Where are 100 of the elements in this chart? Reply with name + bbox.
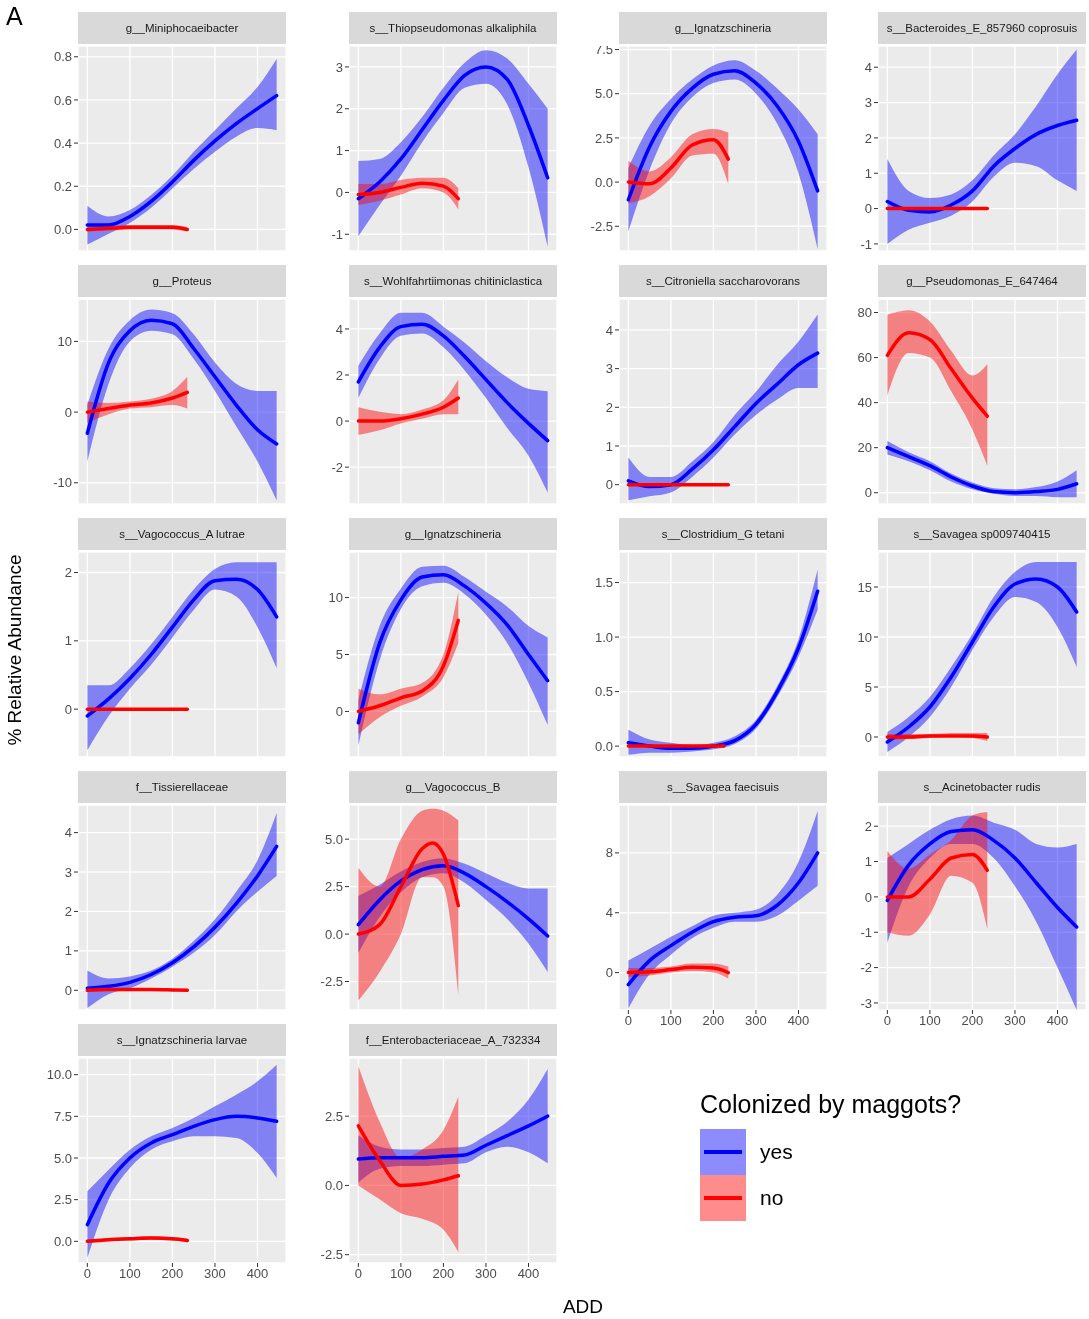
- y-tick-label: 4: [605, 322, 613, 338]
- chart-title: s__Clostridium_G tetani: [619, 518, 827, 550]
- x-tick-label: 200: [961, 1013, 984, 1029]
- chart-title: s__Vagococcus_A lutrae: [78, 518, 286, 550]
- y-tick-label: 60: [857, 350, 872, 366]
- y-tick-label: 0: [64, 982, 72, 998]
- y-tick-label: 2.5: [53, 1192, 72, 1208]
- y-tick-label: 0: [64, 404, 72, 420]
- y-tick-label: 2.5: [324, 879, 343, 895]
- y-tick-label: 0.0: [594, 174, 613, 190]
- x-axis-title: ADD: [562, 1296, 604, 1318]
- y-tick-label: 4: [64, 825, 72, 841]
- y-tick-label: 0: [864, 201, 872, 217]
- y-tick-label: 1: [864, 854, 872, 870]
- y-tick-label: 2: [605, 399, 613, 415]
- x-tick-label: 100: [390, 1266, 412, 1282]
- y-tick-label: 1: [864, 165, 872, 181]
- chart-title: s__Bacteroides_E_857960 coprosuis: [878, 12, 1086, 44]
- y-tick-label: 0.0: [324, 926, 343, 942]
- y-tick-label: 0.0: [53, 222, 72, 238]
- y-tick-label: -2.5: [590, 218, 613, 234]
- chart-title: s__Wohlfahrtiimonas chitiniclastica: [349, 265, 557, 297]
- chart-title: g__Vagococcus_B: [349, 771, 557, 803]
- y-tick-label: 2: [64, 904, 72, 920]
- y-tick-label: 0.0: [324, 1178, 343, 1194]
- y-tick-label: 5.0: [324, 831, 343, 847]
- legend-title: Colonized by maggots?: [700, 1090, 962, 1119]
- y-tick-label: 1.5: [594, 575, 613, 591]
- y-tick-label: -2: [331, 459, 343, 475]
- y-tick-label: 5.0: [594, 86, 613, 102]
- y-tick-label: 3: [335, 59, 343, 75]
- y-tick-label: 0.2: [53, 178, 72, 194]
- y-tick-label: 3: [605, 361, 613, 377]
- y-tick-label: -1: [860, 924, 872, 940]
- chart-title: s__Savagea faecisuis: [619, 771, 827, 803]
- y-tick-label: 0.6: [53, 92, 72, 108]
- y-tick-label: 3: [64, 864, 72, 880]
- chart-title: s__Thiopseudomonas alkaliphila: [349, 12, 557, 44]
- y-tick-label: 0: [864, 889, 872, 905]
- chart-title: s__Savagea sp009740415: [878, 518, 1086, 550]
- y-tick-label: 3: [864, 95, 872, 111]
- y-tick-label: -2.5: [320, 974, 343, 990]
- y-tick-label: 2: [864, 818, 872, 834]
- chart-title: f__Enterobacteriaceae_A_732334: [349, 1024, 557, 1056]
- chart-title: s__Acinetobacter rudis: [878, 771, 1086, 803]
- chart-title: g__Ignatzschineria: [349, 518, 557, 550]
- y-tick-label: 40: [857, 395, 872, 411]
- x-tick-label: 300: [204, 1266, 226, 1282]
- y-tick-label: 0: [605, 477, 613, 493]
- chart-title: g__Proteus: [78, 265, 286, 297]
- y-tick-label: 4: [864, 59, 872, 75]
- y-tick-label: 4: [605, 905, 613, 921]
- y-tick-label: 2.5: [324, 1108, 343, 1124]
- y-tick-label: 0: [864, 485, 872, 501]
- chart-title: g__Miniphocaeibacter: [78, 12, 286, 44]
- x-tick-label: 400: [1046, 1013, 1069, 1029]
- y-tick-label: 0.0: [53, 1233, 72, 1249]
- y-tick-label: 0.0: [594, 738, 613, 754]
- x-tick-label: 400: [246, 1266, 269, 1282]
- text: A: [6, 2, 23, 31]
- x-tick-label: 300: [475, 1266, 497, 1282]
- y-tick-label: 0: [864, 729, 872, 745]
- y-tick-label: -3: [860, 995, 872, 1011]
- y-tick-label: 0: [335, 413, 343, 429]
- y-tick-label: 8: [605, 845, 613, 861]
- y-tick-label: 0.8: [53, 49, 72, 65]
- chart-title: g__Ignatzschineria: [619, 12, 827, 44]
- y-tick-label: 7.5: [594, 42, 613, 58]
- y-tick-label: -2: [860, 960, 872, 976]
- x-tick-label: 300: [1004, 1013, 1026, 1029]
- x-tick-label: 200: [161, 1266, 184, 1282]
- y-tick-label: 1.0: [594, 629, 613, 645]
- chart-title: s__Ignatzschineria larvae: [78, 1024, 286, 1056]
- y-tick-label: 1: [64, 633, 72, 649]
- y-tick-label: 20: [857, 440, 872, 456]
- y-tick-label: 2: [335, 367, 343, 383]
- y-axis-title: % Relative Abundance: [4, 554, 26, 746]
- x-tick-label: 200: [432, 1266, 455, 1282]
- chart-title: f__Tissierellaceae: [78, 771, 286, 803]
- y-tick-label: 4: [335, 321, 343, 337]
- chart-title: g__Pseudomonas_E_647464: [878, 265, 1086, 297]
- y-tick-label: -1: [331, 226, 343, 242]
- y-tick-label: 0.5: [594, 684, 613, 700]
- legend-label: no: [760, 1186, 784, 1210]
- x-tick-label: 100: [660, 1013, 682, 1029]
- x-tick-label: 400: [517, 1266, 540, 1282]
- y-tick-label: 5: [864, 679, 872, 695]
- y-tick-label: 2: [335, 101, 343, 117]
- x-tick-label: 0: [83, 1266, 91, 1282]
- y-tick-label: 7.5: [53, 1108, 72, 1124]
- y-tick-label: -2.5: [320, 1247, 343, 1263]
- y-tick-label: 2: [64, 565, 72, 581]
- y-tick-label: 10: [857, 629, 872, 645]
- y-tick-label: -1: [860, 236, 872, 252]
- y-tick-label: 1: [335, 143, 343, 159]
- x-tick-label: 100: [919, 1013, 941, 1029]
- y-tick-label: 10: [328, 590, 343, 606]
- x-tick-label: 400: [787, 1013, 810, 1029]
- chart-title: s__Citroniella saccharovorans: [619, 265, 827, 297]
- y-tick-label: 10.0: [46, 1067, 72, 1083]
